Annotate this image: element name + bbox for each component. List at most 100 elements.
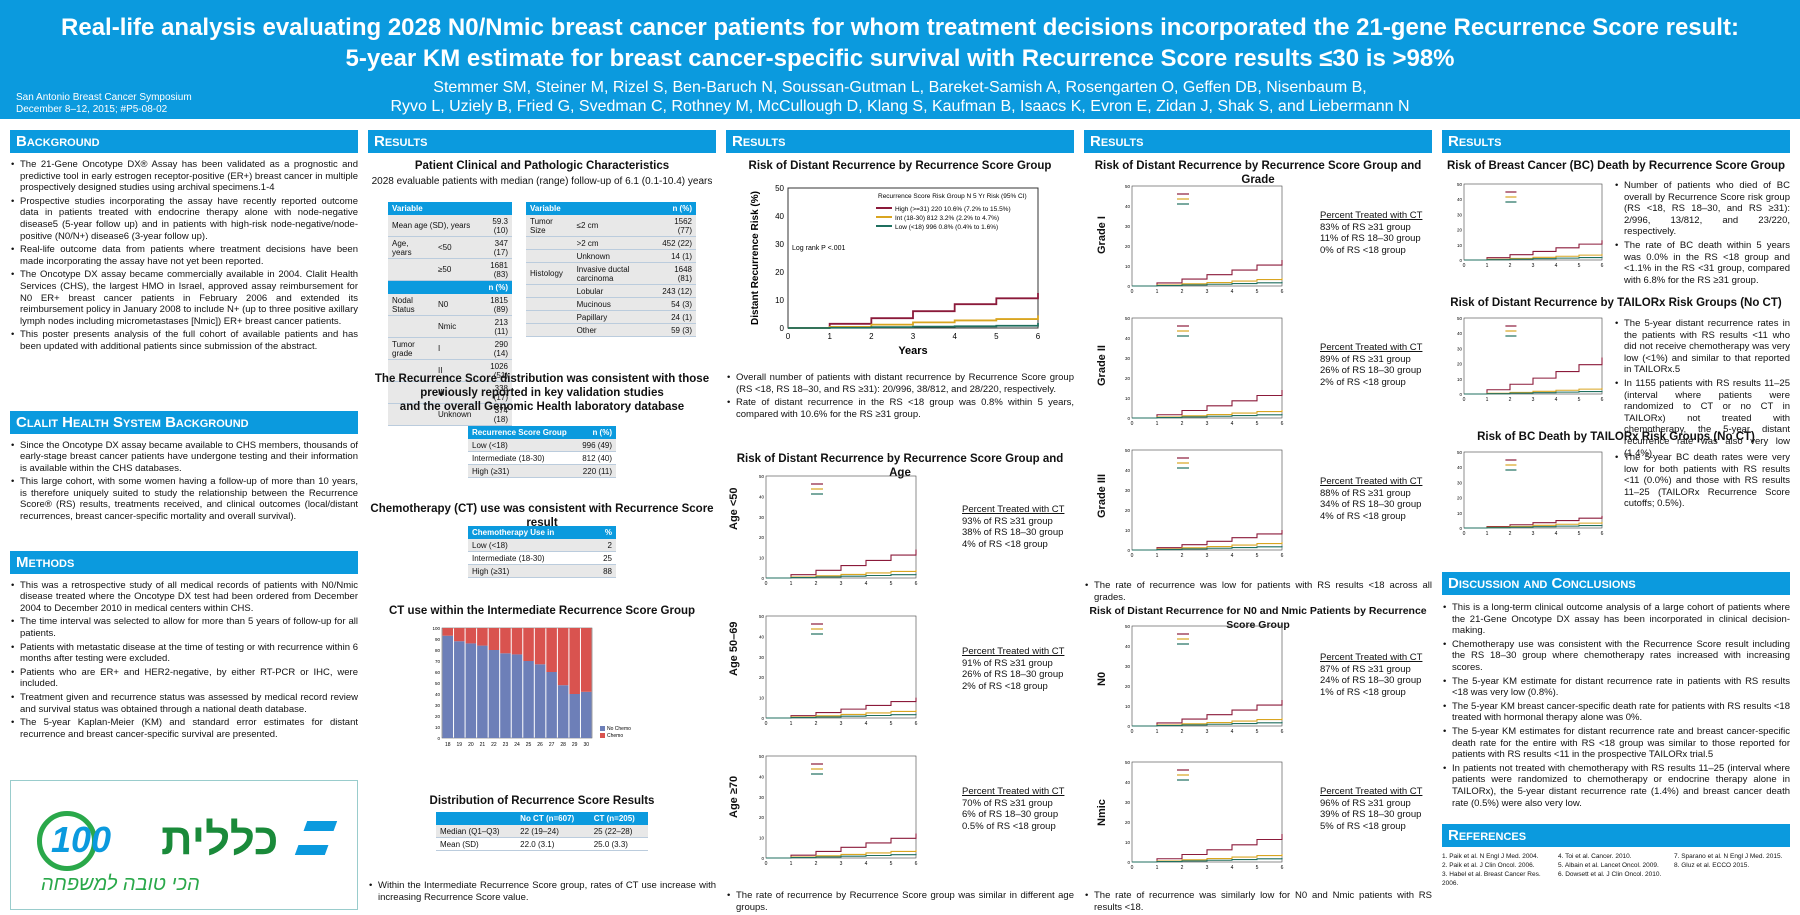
y-tick-label: 0 — [761, 716, 764, 721]
characteristics-subtitle: 2028 evaluable patients with median (ran… — [371, 176, 713, 187]
x-tick-label: 25 — [526, 742, 532, 748]
y-tick-label: 20 — [1125, 820, 1131, 825]
logo-100: 100 — [51, 819, 112, 860]
y-tick-label: 10 — [1125, 264, 1131, 269]
x-tick-label: 5 — [1256, 421, 1259, 427]
x-tick-label: 21 — [480, 742, 486, 748]
age2-pct: Percent Treated with CT 91% of RS ≥31 gr… — [962, 646, 1065, 692]
list-item: The Oncotype DX assay became commerciall… — [10, 269, 358, 327]
y-tick-label: 10 — [759, 696, 765, 701]
list-item: The 5-year KM breast cancer-specific dea… — [1442, 701, 1790, 724]
bar-chemo — [465, 628, 477, 644]
y-tick-label: 20 — [1457, 362, 1463, 367]
x-tick-label: 3 — [840, 861, 843, 867]
y-tick-label: 10 — [1457, 243, 1463, 248]
plot-frame — [765, 755, 917, 859]
column-results-1: Results Patient Clinical and Pathologic … — [368, 130, 716, 903]
x-tick-label: 4 — [952, 332, 957, 341]
x-tick-label: 0 — [1131, 729, 1134, 735]
bar-no-chemo — [465, 643, 477, 738]
nmic-label: Nmic — [1096, 799, 1108, 826]
bar-chart-title: CT use within the Intermediate Recurrenc… — [388, 605, 696, 617]
y-tick-label: 40 — [759, 774, 765, 779]
grade1-pct: Percent Treated with CT 83% of RS ≥31 gr… — [1320, 210, 1423, 256]
y-tick-label: 0 — [761, 856, 764, 861]
clalit-logo: 100 כללית הכי טובה למשפחה — [10, 780, 358, 910]
x-tick-label: 2 — [1509, 397, 1512, 403]
x-tick-label: 6 — [1281, 729, 1284, 735]
y-tick-label: 40 — [775, 212, 784, 221]
age3-chart: 0 1 2 3 4 5 6 0 10 20 30 40 50 — [759, 754, 918, 867]
x-tick-label: 0 — [765, 861, 768, 867]
grade2-pct: Percent Treated with CT 89% of RS ≥31 gr… — [1320, 342, 1423, 388]
legend-heading: Recurrence Score Risk Group N 5 Yr Risk … — [878, 193, 1027, 200]
y-tick-label: 50 — [759, 474, 765, 479]
y-tick-label: 20 — [1125, 508, 1131, 513]
plot-frame — [1131, 185, 1283, 287]
x-tick-label: 1 — [1486, 531, 1489, 537]
x-tick-label: 6 — [1601, 263, 1604, 269]
x-tick-label: 3 — [840, 581, 843, 587]
results-heading: Results — [1442, 130, 1790, 153]
x-axis-label: Years — [898, 345, 927, 355]
list-item: Within the Intermediate Recurrence Score… — [368, 880, 716, 903]
y-tick-label: 10 — [1125, 528, 1131, 533]
x-tick-label: 4 — [1231, 421, 1234, 427]
list-item: Number of patients who died of BC overal… — [1614, 180, 1790, 238]
nmic-pct: Percent Treated with CT 96% of RS ≥31 gr… — [1320, 786, 1423, 832]
y-tick-label: 50 — [1125, 760, 1131, 765]
clalit-heading: Clalit Health System Background — [10, 410, 358, 434]
bar-chemo — [454, 628, 465, 642]
age1-pct: Percent Treated with CT 93% of RS ≥31 gr… — [962, 504, 1065, 550]
x-tick-label: 3 — [1532, 263, 1535, 269]
bar-chemo — [534, 628, 546, 665]
list-item: Overall number of patients with distant … — [726, 372, 1074, 395]
bar-no-chemo — [477, 645, 488, 738]
x-tick-label: 3 — [840, 721, 843, 727]
x-tick-label: 24 — [514, 742, 520, 748]
tailor-chart: 0 1 2 3 4 5 6 0 10 20 30 40 50 — [1457, 316, 1604, 403]
age3-label: Age ≥70 — [728, 775, 740, 818]
column-results-3: Results Risk of Distant Recurrence by Re… — [1084, 130, 1432, 913]
x-tick-label: 30 — [583, 742, 589, 748]
y-tick-label: 30 — [1125, 664, 1131, 669]
series-line — [766, 853, 917, 859]
y-tick-label: 30 — [759, 795, 765, 800]
column-results-4: Results Risk of Breast Cancer (BC) Death… — [1442, 130, 1790, 887]
list-item: The 5-year Kaplan-Meier (KM) and standar… — [10, 717, 358, 740]
grade1-label: Grade I — [1096, 216, 1108, 254]
x-tick-label: 1 — [790, 581, 793, 587]
grade1-chart: 0 1 2 3 4 5 6 0 10 20 30 40 50 — [1125, 184, 1284, 295]
x-tick-label: 0 — [1463, 263, 1466, 269]
logrank-label: Log rank P <.001 — [792, 245, 845, 252]
ct-use-table: Chemotherapy Use in% Low (<18) 2 Intermed… — [468, 526, 616, 578]
y-tick-label: 50 — [1125, 624, 1131, 629]
series-line — [1132, 282, 1283, 287]
list-item: Treatment given and recurrence status wa… — [10, 692, 358, 715]
node-bullets: The rate of recurrence was similarly low… — [1084, 890, 1432, 915]
y-tick-label: 20 — [1125, 684, 1131, 689]
plot-frame — [1463, 183, 1603, 261]
list-item: This poster presents analysis of the ful… — [10, 329, 358, 352]
age2-chart: 0 1 2 3 4 5 6 0 10 20 30 40 50 — [759, 614, 918, 727]
y-tick-label: 40 — [1457, 331, 1463, 336]
ct-bottom-list: Within the Intermediate Recurrence Score… — [368, 880, 716, 905]
bar-chemo — [500, 628, 511, 654]
y-tick-label: 30 — [1125, 488, 1131, 493]
series-line — [766, 573, 917, 579]
series-line — [1132, 530, 1283, 551]
x-tick-label: 5 — [1256, 729, 1259, 735]
x-tick-label: 18 — [445, 742, 451, 748]
x-tick-label: 0 — [765, 581, 768, 587]
series-line — [788, 322, 1039, 329]
x-tick-label: 6 — [1036, 332, 1041, 341]
node-title: Risk of Distant Recurrence for N0 and Nm… — [1089, 605, 1427, 631]
series-line — [1464, 390, 1603, 395]
y-tick-label: 90 — [435, 637, 441, 642]
list-item: In 1155 patients with RS results 11–25 (… — [1614, 378, 1790, 459]
results-heading: Results — [726, 130, 1074, 153]
list-item: The 5-year KM estimate for distant recur… — [1442, 676, 1790, 699]
age1-label: Age <50 — [728, 487, 740, 531]
x-tick-label: 5 — [1578, 531, 1581, 537]
y-tick-label: 40 — [435, 692, 441, 697]
